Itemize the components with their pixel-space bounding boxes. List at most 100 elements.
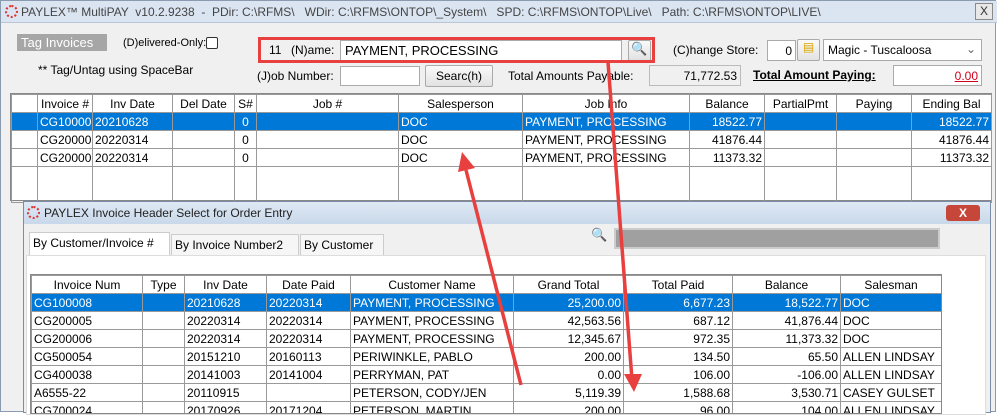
table-cell: 41876.44	[689, 130, 765, 149]
folder-stack-icon: ▤	[802, 40, 815, 54]
window-title: PAYLEX™ MultiPAY v10.2.9238 - PDir: C:\R…	[21, 5, 821, 19]
column-header[interactable]: PartialPmt	[764, 94, 837, 113]
table-cell: DOC	[840, 311, 941, 330]
table-cell: CASEY GULSET	[840, 383, 941, 402]
magnifier-icon: 🔍	[631, 41, 648, 56]
total-paying-label: Total Amount Paying:	[753, 68, 876, 82]
table-row[interactable]	[11, 166, 992, 203]
table-cell: DOC	[840, 293, 941, 312]
table-cell: 20210628	[92, 112, 173, 131]
invoice-grid: Invoice # Inv Date Del Date S# Job # Salesper…	[10, 93, 992, 203]
table-cell	[142, 293, 185, 312]
delivered-only-checkbox[interactable]	[206, 37, 218, 49]
table-cell: 18522.77	[689, 112, 765, 131]
total-paying-value: 0.00	[893, 65, 982, 86]
table-row[interactable]: CG700024 20170926 20171204 PETERSON, MARTIN…	[31, 401, 941, 413]
column-header[interactable]: Inv Date	[184, 275, 267, 294]
total-payable-label: Total Amounts Payable:	[508, 69, 634, 83]
search-icon: 🔍	[591, 227, 608, 242]
store-lookup-button[interactable]: ▤	[797, 39, 820, 61]
table-cell	[836, 166, 912, 203]
chevron-down-icon: ⌄	[965, 42, 976, 56]
table-cell: 20220314	[266, 311, 351, 330]
job-number-label: (J)ob Number:	[257, 69, 334, 83]
column-header[interactable]: Ending Bal	[911, 94, 992, 113]
table-row[interactable]: CG100008 20210628 0 DOC PAYMENT, PROCESSING 1…	[11, 112, 992, 131]
table-cell: A6555-22	[31, 383, 143, 402]
search-button[interactable]: Searc(h)	[425, 65, 493, 87]
dialog-title: PAYLEX Invoice Header Select for Order E…	[44, 206, 293, 220]
table-cell: PAYMENT, PROCESSING	[522, 130, 690, 149]
table-cell: PETERSON, CODY/JEN	[350, 383, 514, 402]
column-header[interactable]: Type	[142, 275, 185, 294]
store-select-value: Magic - Tuscaloosa	[828, 43, 932, 57]
arrowhead-icon	[458, 152, 475, 172]
column-header[interactable]: Balance	[689, 94, 765, 113]
store-select[interactable]: Magic - Tuscaloosa ⌄	[823, 39, 982, 61]
app-logo-icon	[5, 5, 18, 18]
column-header[interactable]: Customer Name	[350, 275, 514, 294]
table-cell: 200.00	[513, 347, 624, 366]
table-row[interactable]: CG400038 20141003 20141004 PERRYMAN, PAT 0.0…	[31, 365, 941, 384]
table-cell: DOC	[398, 112, 523, 131]
table-cell: 41876.44	[911, 130, 992, 149]
tab-by-customer-invoice[interactable]: By Customer/Invoice #	[29, 232, 170, 255]
dialog-close-button[interactable]: X	[946, 205, 980, 221]
dialog-logo-icon	[27, 206, 40, 219]
tab-by-customer[interactable]: By Customer	[300, 234, 384, 255]
arrowhead-icon	[624, 374, 642, 392]
table-cell: 20110915	[184, 383, 267, 402]
table-cell	[37, 166, 93, 203]
table-cell: 25,200.00	[513, 293, 624, 312]
job-number-input[interactable]	[340, 66, 420, 86]
table-row[interactable]: A6555-22 20110915 PETERSON, CODY/JEN 5,119.…	[31, 383, 941, 402]
invoice-select-grid: Invoice Num Type Inv Date Date Paid Customer…	[30, 274, 942, 414]
table-cell: 106.00	[623, 365, 733, 384]
store-number-input[interactable]: 0	[767, 40, 796, 61]
table-cell: 687.12	[623, 311, 733, 330]
tab-by-invoice-number2[interactable]: By Invoice Number2	[171, 234, 299, 255]
annotation-highlight-box	[258, 37, 655, 63]
table-cell: DOC	[840, 329, 941, 348]
table-cell: 1,588.68	[623, 383, 733, 402]
table-cell	[172, 166, 235, 203]
table-cell: 20160113	[266, 347, 351, 366]
table-cell: 3,530.71	[732, 383, 841, 402]
name-label: (N)ame:	[291, 43, 335, 57]
tag-invoices-label: Tag Invoices	[17, 34, 107, 51]
column-header[interactable]: Invoice #	[37, 94, 93, 113]
column-header[interactable]: S#	[234, 94, 257, 113]
column-header[interactable]: Date Paid	[266, 275, 351, 294]
table-cell: CG400038	[31, 365, 143, 384]
change-store-label: (C)hange Store:	[673, 43, 759, 57]
close-button[interactable]: X	[975, 3, 993, 20]
column-header[interactable]: Salesperson	[398, 94, 523, 113]
table-cell: 18522.77	[911, 112, 992, 131]
column-header[interactable]: Job Info	[522, 94, 690, 113]
column-header[interactable]: Del Date	[172, 94, 235, 113]
table-cell: 11373.32	[911, 148, 992, 167]
dialog-title-bar: PAYLEX Invoice Header Select for Order E…	[24, 202, 990, 224]
table-cell: PERRYMAN, PAT	[350, 365, 514, 384]
column-header[interactable]: Job #	[256, 94, 399, 113]
table-row[interactable]: CG500054 20151210 20160113 PERIWINKLE, PABL…	[31, 347, 941, 366]
table-cell: PAYMENT, PROCESSING	[350, 311, 514, 330]
column-header[interactable]: Paying	[836, 94, 912, 113]
table-row[interactable]: CG200006 20220314 20220314 PAYMENT, PROCESS…	[31, 329, 941, 348]
table-cell: 20141004	[266, 365, 351, 384]
name-search-button[interactable]: 🔍	[628, 40, 651, 61]
table-cell: PAYMENT, PROCESSING	[522, 112, 690, 131]
dialog-search-input[interactable]	[614, 228, 940, 249]
table-row[interactable]: CG200005 20220314 20220314 PAYMENT, PROCESS…	[31, 311, 941, 330]
column-header[interactable]: Invoice Num	[31, 275, 143, 294]
table-cell: ALLEN LINDSAY	[840, 401, 941, 413]
column-header[interactable]: Balance	[732, 275, 841, 294]
column-header[interactable]: Inv Date	[92, 94, 173, 113]
table-row[interactable]: CG200005 20220314 0 DOC PAYMENT, PROCESSING 4…	[11, 130, 992, 149]
table-cell	[764, 112, 837, 131]
table-cell: ALLEN LINDSAY	[840, 347, 941, 366]
table-row[interactable]: CG200006 20220314 0 DOC PAYMENT, PROCESSING 1…	[11, 148, 992, 167]
total-payable-value: 71,772.53	[649, 65, 741, 86]
